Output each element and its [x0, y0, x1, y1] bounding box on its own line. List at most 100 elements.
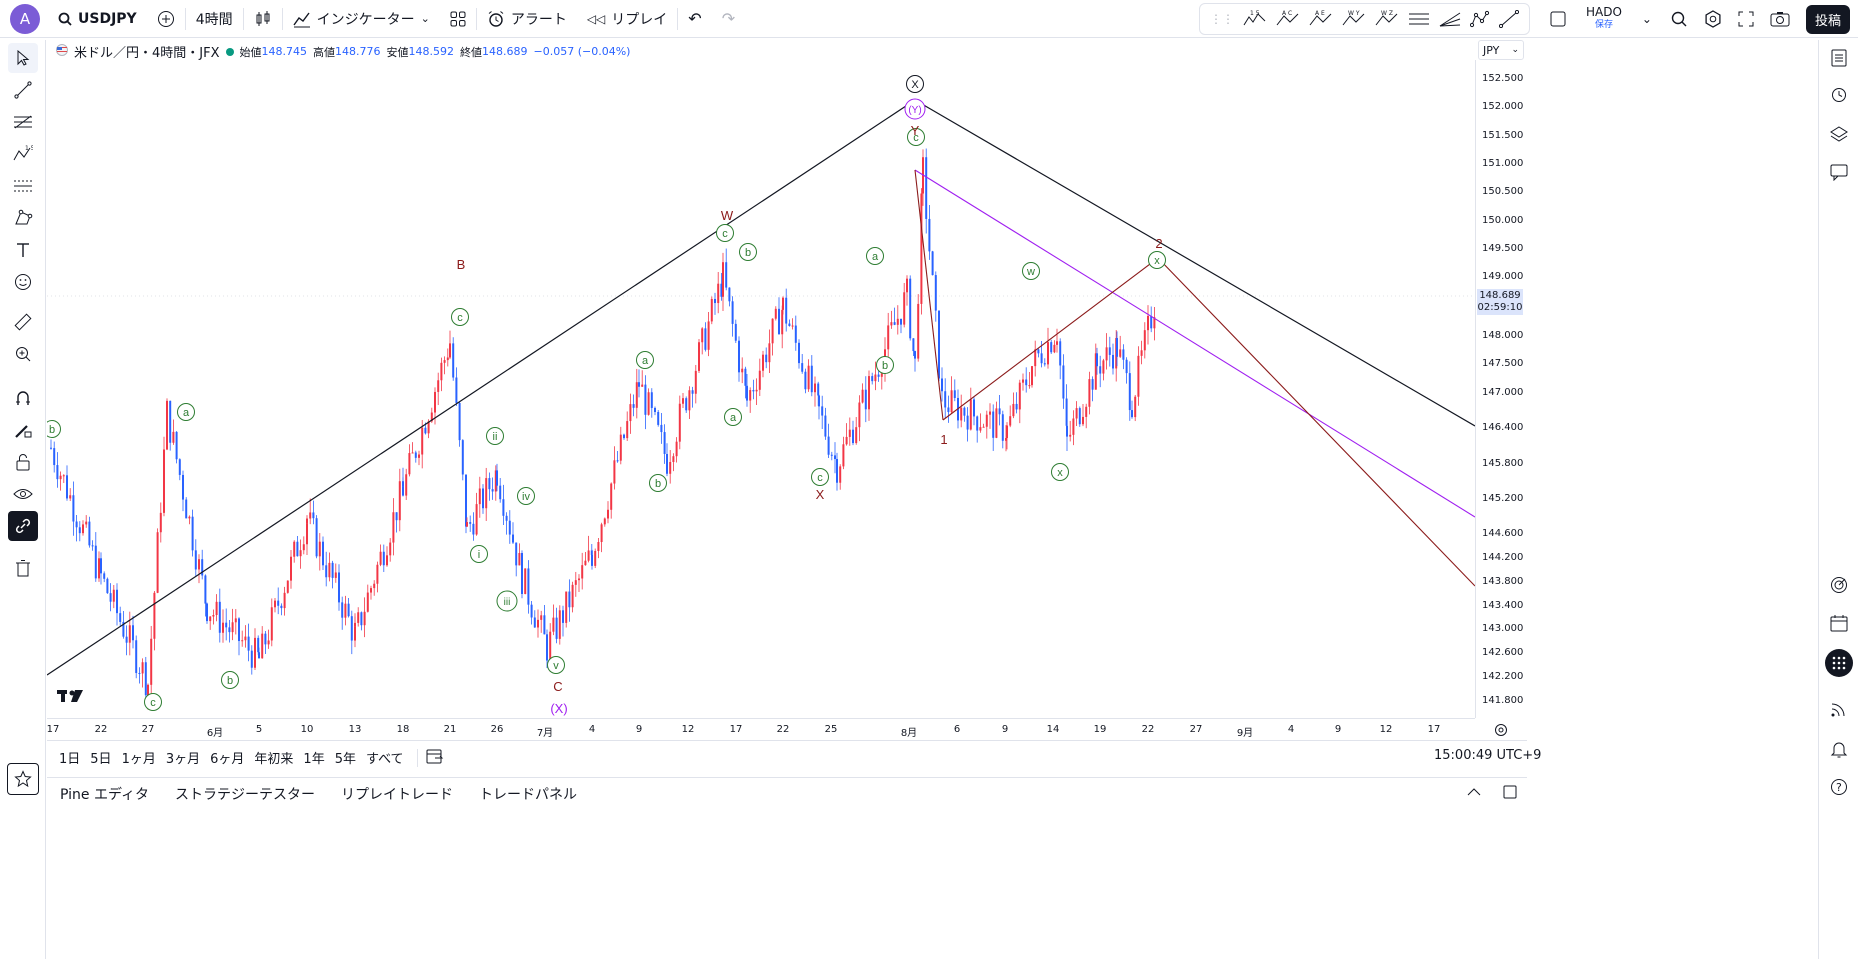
wave-label-circled[interactable]: b — [47, 420, 61, 438]
calendar-icon[interactable] — [1825, 609, 1853, 637]
wave-label-plain[interactable]: W — [721, 208, 734, 223]
pattern-icon[interactable] — [1470, 10, 1490, 28]
range-button[interactable]: 5年 — [334, 752, 356, 767]
help-icon[interactable]: ? — [1825, 773, 1853, 801]
alert-button[interactable]: アラート — [477, 0, 577, 38]
fib-tool-icon[interactable] — [8, 107, 38, 137]
price-axis[interactable]: 152.500 152.000 151.500 151.000 150.500 150.0… — [1475, 60, 1527, 718]
text-tool-icon[interactable] — [8, 235, 38, 265]
wave-label-circled[interactable]: b — [221, 671, 239, 689]
trendline-purple[interactable] — [914, 169, 1475, 518]
replay-button[interactable]: ◁◁ リプレイ — [577, 0, 677, 38]
wave-label-circled[interactable]: c — [811, 468, 829, 486]
panel-tab[interactable]: ストラテジーテスター — [174, 786, 315, 803]
trendline-black-down[interactable] — [914, 99, 1475, 427]
wave-label-circled[interactable]: a — [724, 408, 742, 426]
lock-icon[interactable] — [8, 447, 38, 477]
wave-label-circled[interactable]: b — [876, 356, 894, 374]
range-button[interactable]: 1ヶ月 — [121, 752, 156, 767]
indicators-button[interactable]: インジケーター ⌄ — [283, 0, 440, 38]
cursor-icon[interactable] — [8, 43, 38, 73]
fullscreen-icon[interactable] — [1730, 11, 1762, 27]
chevron-up-icon[interactable] — [1467, 785, 1481, 803]
wave-label-circled[interactable]: v — [547, 656, 565, 674]
star-icon[interactable] — [7, 763, 39, 795]
wave-label-circled[interactable]: c — [451, 308, 469, 326]
wave-label-circled[interactable]: c — [716, 224, 734, 242]
add-symbol-button[interactable] — [147, 0, 185, 38]
broadcast-icon[interactable] — [1825, 695, 1853, 723]
chart-title[interactable]: 米ドル／円・4時間・JFX — [74, 46, 220, 61]
wave-label-plain[interactable]: 2 — [1155, 236, 1162, 251]
forecast-tool-icon[interactable] — [8, 171, 38, 201]
target-icon[interactable] — [1825, 571, 1853, 599]
panel-tab[interactable]: Pine エディタ — [60, 786, 149, 803]
range-button[interactable]: 年初来 — [254, 752, 294, 767]
watchlist-icon[interactable] — [1825, 44, 1853, 72]
trash-icon[interactable] — [8, 553, 38, 583]
goto-date-icon[interactable] — [426, 748, 444, 768]
avatar[interactable]: A — [10, 3, 40, 34]
range-button[interactable]: 1年 — [303, 752, 325, 767]
chevron-down-icon[interactable]: ⌄ — [1641, 12, 1652, 26]
redo-button[interactable]: ↷ — [712, 0, 745, 38]
elliott-15-icon[interactable]: 1 5 — [1243, 10, 1267, 28]
time-axis[interactable]: 17 22 27 6月 5 10 13 18 21 26 7月 4 9 12 17 22 25 8月 6 9 14 19 2… — [47, 718, 1475, 740]
eye-icon[interactable] — [8, 479, 38, 509]
zoom-in-icon[interactable] — [8, 339, 38, 369]
layouts-button[interactable] — [440, 0, 476, 38]
timeframe-button[interactable]: 4時間 — [186, 0, 243, 38]
magnet-icon[interactable] — [8, 383, 38, 413]
elliott-wy-icon[interactable]: W Y — [1342, 10, 1366, 28]
range-button[interactable]: すべて — [365, 752, 404, 767]
ruler-icon[interactable] — [8, 307, 38, 337]
undo-button[interactable]: ↶ — [678, 0, 711, 38]
wave-label-circled[interactable]: c — [907, 128, 925, 146]
alerts-clock-icon[interactable] — [1825, 80, 1853, 108]
horizontal-lines-icon[interactable] — [1408, 10, 1430, 28]
quick-search-icon[interactable] — [1662, 10, 1696, 28]
wave-label-circled[interactable]: b — [739, 243, 757, 261]
elliott-ac-icon[interactable]: A C — [1276, 10, 1300, 28]
range-button[interactable]: 6ヶ月 — [210, 752, 245, 767]
publish-button[interactable]: 投稿 — [1805, 4, 1850, 34]
elliott-ae-icon[interactable]: A E — [1309, 10, 1333, 28]
apps-grid-icon[interactable] — [1825, 649, 1853, 677]
geometry-tool-icon[interactable] — [8, 203, 38, 233]
wave-label-circled[interactable]: b — [649, 474, 667, 492]
emoji-tool-icon[interactable] — [8, 267, 38, 297]
wave-label-circled[interactable]: i — [470, 545, 488, 563]
fib-fan-icon[interactable] — [1439, 10, 1461, 28]
wave-label-plain[interactable]: C — [553, 679, 562, 694]
wave-label-circled[interactable]: iii — [496, 590, 518, 612]
pattern-tool-icon[interactable]: 1 5 — [8, 139, 38, 169]
wave-label-circled[interactable]: w — [1022, 262, 1040, 280]
link-icon[interactable] — [8, 511, 38, 541]
wave-label-circled[interactable]: a — [636, 351, 654, 369]
wave-label-circled[interactable]: ii — [486, 427, 504, 445]
camera-icon[interactable] — [1762, 11, 1798, 27]
wave-label-circled[interactable]: a — [866, 247, 884, 265]
wave-label-plain[interactable]: Y — [911, 123, 920, 138]
trendline-brown-drop[interactable] — [914, 169, 944, 421]
wave-label-circled[interactable]: a — [177, 403, 195, 421]
trendline-black-up[interactable] — [47, 99, 916, 676]
lock-pencil-icon[interactable] — [8, 415, 38, 445]
panel-tab[interactable]: トレードパネル — [478, 786, 577, 803]
wave-label-circled[interactable]: iv — [517, 487, 535, 505]
trendline-brown-down[interactable] — [1157, 257, 1475, 587]
clock[interactable]: 15:00:49 UTC+9 — [1434, 748, 1542, 763]
settings-icon[interactable] — [1696, 10, 1730, 28]
trendline-icon[interactable] — [1499, 10, 1519, 28]
wave-label-circled[interactable]: (Y) — [904, 98, 926, 120]
chat-icon[interactable] — [1825, 158, 1853, 186]
axis-settings-icon[interactable] — [1494, 722, 1508, 741]
wave-label-circled[interactable]: x — [1051, 463, 1069, 481]
wave-label-plain[interactable]: B — [457, 257, 466, 272]
layout-name-button[interactable]: HADO 保存 — [1576, 6, 1632, 32]
wave-label-plain[interactable]: 1 — [940, 432, 947, 447]
wave-label-circled[interactable]: c — [144, 693, 162, 711]
panel-tab[interactable]: リプレイトレード — [340, 786, 453, 803]
trendline-brown-up[interactable] — [942, 257, 1159, 421]
